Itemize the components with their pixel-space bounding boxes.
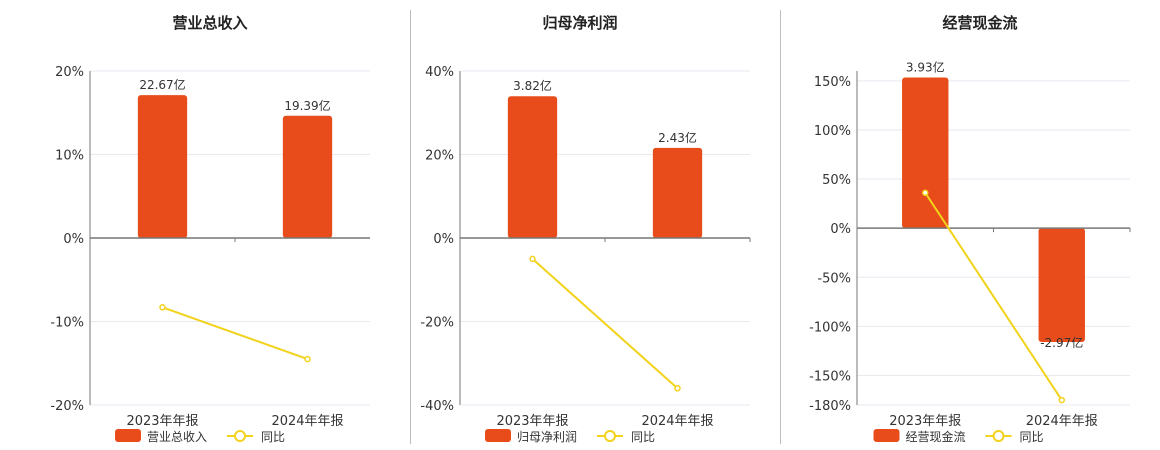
x-tick-label: 2023年年报 bbox=[889, 414, 961, 429]
bar-value-label: 3.93亿 bbox=[906, 60, 945, 75]
bar-value-label: 22.67亿 bbox=[139, 77, 185, 92]
legend-bar-swatch bbox=[873, 429, 900, 442]
net-profit-chart: 归母净利润 40% 20% 0% -20% -40% 3.82亿 2.43亿 2023年年报 20… bbox=[420, 14, 751, 444]
y-tick-label: 150% bbox=[814, 75, 851, 90]
yoy-line bbox=[924, 192, 1063, 401]
yoy-point bbox=[304, 355, 311, 363]
y-tick-label: -20% bbox=[50, 399, 84, 414]
yoy-point bbox=[922, 189, 929, 197]
yoy-point bbox=[1058, 396, 1065, 404]
y-tick-label: 40% bbox=[425, 65, 454, 80]
x-tick-label: 2024年年报 bbox=[1026, 414, 1098, 429]
legend-line-label: 同比 bbox=[261, 430, 285, 444]
yoy-line bbox=[162, 306, 308, 361]
legend-line-marker bbox=[234, 430, 246, 442]
x-tick-label: 2024年年报 bbox=[641, 414, 713, 429]
y-tick-label: 0% bbox=[63, 232, 84, 247]
x-tick-label: 2024年年报 bbox=[271, 414, 343, 429]
legend-bar-label: 归母净利润 bbox=[517, 430, 577, 444]
y-tick-label: 10% bbox=[55, 149, 84, 164]
bar bbox=[137, 95, 188, 238]
bar bbox=[652, 147, 703, 238]
bar bbox=[507, 96, 558, 238]
bar bbox=[902, 77, 949, 229]
y-tick-label: -10% bbox=[50, 316, 84, 331]
bar bbox=[282, 115, 333, 238]
y-tick-label: 0% bbox=[433, 232, 454, 247]
legend-bar-swatch bbox=[485, 429, 511, 442]
legend-line-marker bbox=[604, 430, 616, 442]
revenue-chart-panel: 营业总收入 20% 10% 0% -10% -20% 22.67亿 19.39亿 2023年年报… bbox=[0, 0, 370, 450]
y-tick-label: -20% bbox=[420, 316, 454, 331]
panel-divider bbox=[410, 10, 411, 444]
chart-title: 经营现金流 bbox=[942, 14, 1017, 32]
legend-line-marker bbox=[992, 430, 1005, 442]
y-tick-label: -50% bbox=[817, 271, 851, 286]
cash-flow-chart-panel: 经营现金流 150% 100% 50% 0% -50% -100% -150% -180% 3.9… bbox=[780, 0, 1150, 450]
legend-bar-label: 营业总收入 bbox=[147, 430, 207, 444]
net-profit-chart-panel: 归母净利润 40% 20% 0% -20% -40% 3.82亿 2.43亿 2023年年报 20… bbox=[390, 0, 760, 450]
y-tick-label: -40% bbox=[420, 399, 454, 414]
x-tick-label: 2023年年报 bbox=[126, 414, 198, 429]
legend-bar-swatch bbox=[115, 429, 141, 442]
bar bbox=[1038, 228, 1085, 343]
chart-title: 归母净利润 bbox=[542, 14, 617, 32]
revenue-chart: 营业总收入 20% 10% 0% -10% -20% 22.67亿 19.39亿 2023年年报… bbox=[50, 14, 370, 444]
yoy-point bbox=[529, 255, 536, 263]
legend-bar-label: 经营现金流 bbox=[906, 429, 966, 444]
panel-divider bbox=[780, 10, 781, 444]
yoy-line bbox=[531, 258, 679, 390]
yoy-point bbox=[159, 304, 166, 311]
legend-line-label: 同比 bbox=[631, 430, 655, 444]
y-tick-label: 50% bbox=[822, 173, 851, 188]
y-tick-label: -100% bbox=[809, 320, 851, 335]
y-tick-label: -180% bbox=[809, 399, 851, 414]
y-tick-label: 0% bbox=[830, 222, 851, 237]
cash-flow-chart: 经营现金流 150% 100% 50% 0% -50% -100% -150% -180% 3.9… bbox=[809, 14, 1131, 444]
x-tick-label: 2023年年报 bbox=[496, 414, 568, 429]
yoy-point bbox=[674, 385, 681, 392]
y-tick-label: 100% bbox=[814, 124, 851, 139]
bar-value-label: 2.43亿 bbox=[658, 130, 697, 145]
y-tick-label: 20% bbox=[55, 65, 84, 80]
bar-value-label: 19.39亿 bbox=[284, 98, 330, 113]
y-tick-label: -150% bbox=[809, 370, 851, 385]
y-tick-label: 20% bbox=[425, 149, 454, 164]
bar-value-label: 3.82亿 bbox=[513, 78, 552, 93]
bar-value-label: -2.97亿 bbox=[1040, 335, 1083, 350]
chart-title: 营业总收入 bbox=[172, 14, 247, 32]
legend-line-label: 同比 bbox=[1020, 430, 1044, 444]
